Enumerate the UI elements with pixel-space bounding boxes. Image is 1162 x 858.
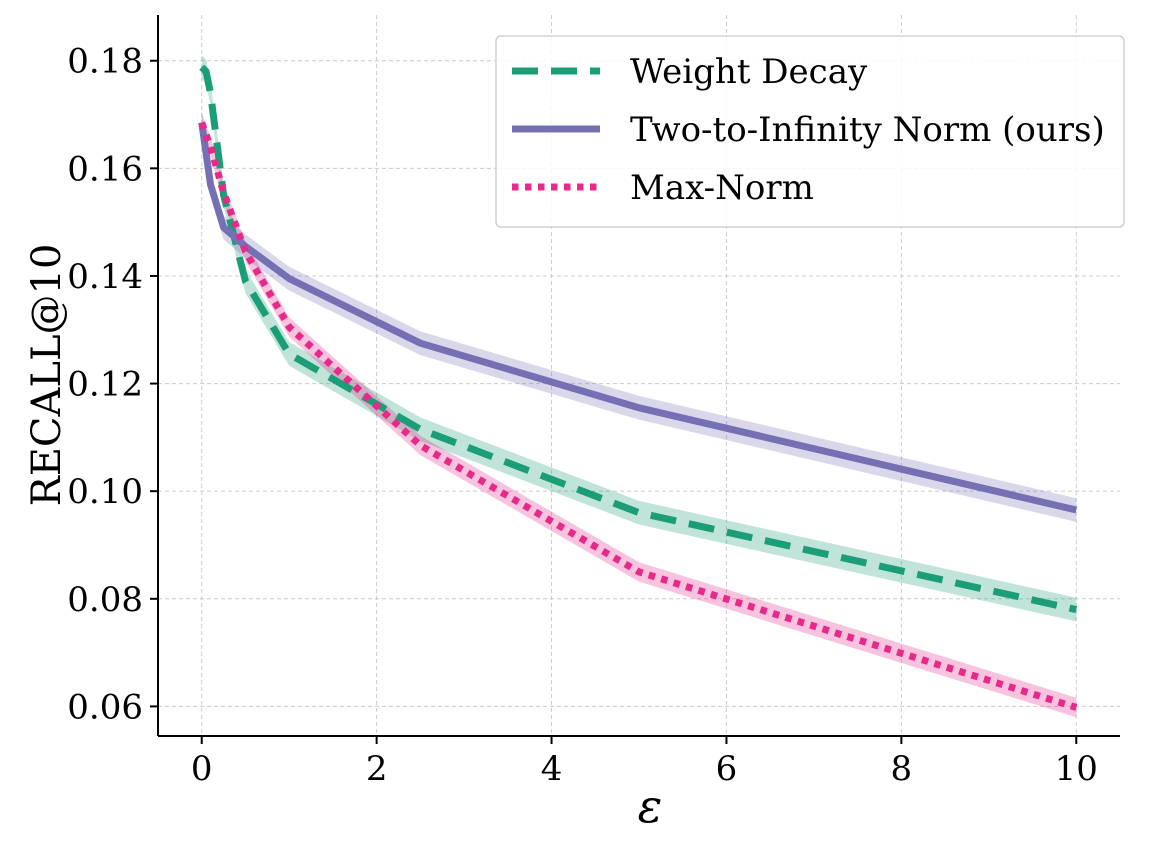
y-tick-label: 0.08 [67, 580, 143, 620]
tick-marks [150, 59, 1078, 744]
y-tick-label: 0.12 [67, 365, 143, 405]
x-tick-label: 2 [366, 749, 388, 789]
legend-frame [495, 35, 1125, 228]
x-axis-title: ε [638, 779, 663, 833]
y-tick-label: 0.14 [67, 257, 143, 297]
max-norm-band [201, 112, 1077, 718]
axes [157, 15, 1120, 737]
x-tick-label: 0 [191, 749, 213, 789]
x-tick-label: 10 [1055, 749, 1098, 789]
two-to-infinity-norm-ours-band [201, 110, 1077, 522]
y-tick-label: 0.06 [67, 687, 143, 727]
legend-label-two-to-infinity-norm-ours: Two-to-Infinity Norm (ours) [630, 110, 1105, 150]
y-tick-label: 0.10 [67, 472, 143, 512]
x-tick-label: 8 [891, 749, 913, 789]
weight-decay-line [199, 64, 1078, 614]
x-tick-label: 4 [541, 749, 563, 789]
legend-label-max-norm: Max-Norm [630, 168, 814, 208]
x-tick-label: 6 [716, 749, 738, 789]
tick-labels: 0 2 4 6 8 10 0.06 0.08 0.10 0.12 0.14 0.16 0.18 [67, 42, 1098, 789]
y-tick-label: 0.18 [67, 42, 143, 82]
legend-label-weight-decay: Weight Decay [630, 52, 868, 92]
confidence-bands [201, 55, 1077, 718]
series-lines [198, 64, 1078, 711]
two-to-infinity-norm-ours-line [198, 122, 1078, 514]
y-axis-title: RECALL@10 [24, 244, 70, 507]
weight-decay-band [201, 55, 1077, 622]
y-tick-label: 0.16 [67, 149, 143, 189]
legend: Weight Decay Two-to-Infinity Norm (ours) M… [495, 35, 1125, 228]
